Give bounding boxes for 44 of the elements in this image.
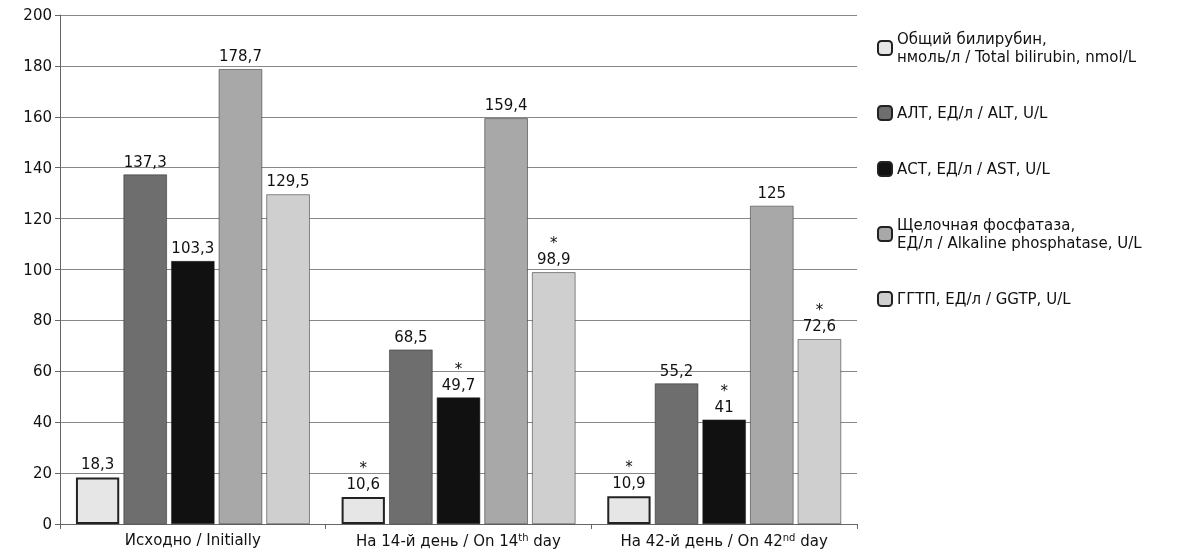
y-tick-label: 20 (32, 464, 52, 483)
data-label: 18,3 (80, 455, 115, 474)
bar (266, 194, 310, 524)
y-tick-label: 100 (23, 260, 52, 279)
data-label: * 98,9 (537, 234, 571, 269)
y-tick-label: 40 (32, 413, 52, 432)
legend-label: АСТ, ЕД/л / AST, U/L (897, 160, 1051, 178)
bar (484, 118, 528, 524)
data-label: 125 (757, 183, 787, 202)
data-label: 103,3 (171, 239, 215, 258)
legend-label: Общий билирубин, нмоль/л / Total bilirubin, nmol/L (897, 30, 1137, 66)
data-label: 159,4 (484, 96, 528, 115)
data-label: 137,3 (123, 152, 167, 171)
data-label: * 10,9 (612, 458, 646, 493)
y-tick-label: 60 (32, 362, 52, 381)
bar (797, 339, 842, 524)
y-tick-label: 0 (42, 515, 52, 533)
bar (532, 272, 576, 524)
legend-label: Щелочная фосфатаза, ЕД/л / Alkaline phosphatase, U/L (897, 216, 1143, 252)
bar (218, 69, 263, 524)
data-label: 178,7 (218, 47, 262, 66)
bar (341, 497, 385, 524)
y-tick-label: 160 (23, 107, 52, 126)
legend-label: АЛТ, ЕД/л / ALT, U/L (897, 104, 1048, 122)
bar (750, 205, 794, 524)
bar (75, 477, 120, 524)
y-tick-label: 80 (32, 311, 52, 330)
data-label: * 41 (714, 381, 734, 416)
data-label: * 49,7 (441, 359, 476, 394)
data-label: 68,5 (394, 327, 428, 346)
legend-label: ГГТП, ЕД/л / GGTP, U/L (897, 290, 1072, 308)
bar (171, 261, 215, 524)
data-label: * 72,6 (802, 301, 837, 336)
y-tick-label: 180 (23, 56, 52, 75)
data-label: 55,2 (659, 361, 694, 380)
bar (607, 496, 651, 524)
y-tick-label: 200 (23, 6, 52, 24)
data-label: 129,5 (266, 172, 310, 191)
data-label: * 10,6 (346, 459, 380, 494)
y-tick-label: 120 (23, 209, 52, 228)
y-tick-label: 140 (23, 158, 52, 177)
x-tick-label: Исходно / Initially (124, 530, 261, 549)
bar (436, 397, 481, 524)
bar (702, 419, 746, 524)
